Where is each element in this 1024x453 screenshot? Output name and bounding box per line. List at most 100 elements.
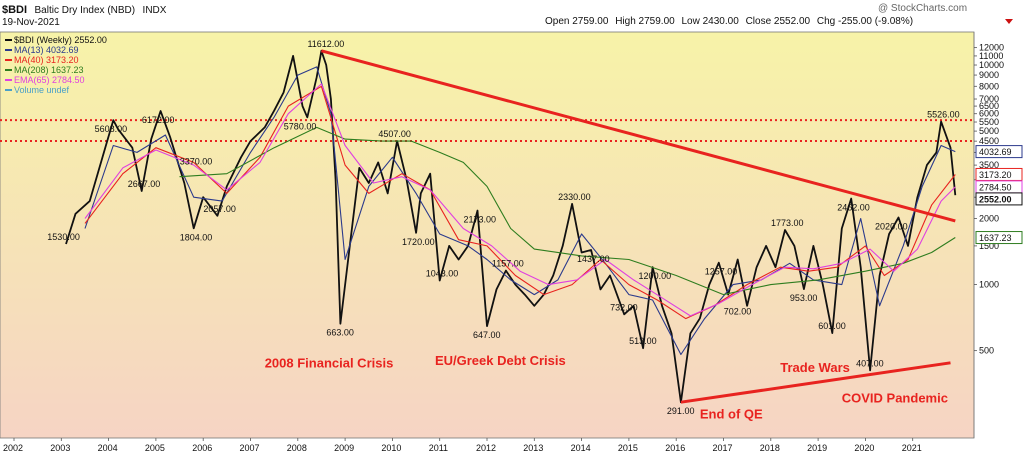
- x-tick-label-6: 2008: [287, 443, 307, 453]
- data-label-18: 732.00: [610, 302, 638, 312]
- x-tick-label-2: 2004: [98, 443, 118, 453]
- badge-label-3: 2552.00: [979, 194, 1012, 204]
- x-tick-label-14: 2016: [665, 443, 685, 453]
- data-label-7: 5780.00: [284, 121, 317, 131]
- series-trend-6: [680, 361, 951, 404]
- ohlc-readout: Open 2759.00 High 2759.00 Low 2430.00 Cl…: [545, 16, 913, 27]
- x-tick-label-12: 2014: [571, 443, 591, 453]
- annotation-2: End of QE: [700, 407, 763, 422]
- legend-item-5: Volume undef: [14, 85, 70, 95]
- y-tick-label-1: 1000: [979, 280, 999, 290]
- badge-label-4: 1637.23: [979, 233, 1012, 243]
- x-tick-label-19: 2021: [902, 443, 922, 453]
- annotation-4: COVID Pandemic: [842, 391, 948, 406]
- data-label-5: 1804.00: [180, 232, 213, 242]
- data-label-4: 3370.00: [180, 157, 213, 167]
- data-label-28: 407.00: [856, 358, 884, 368]
- y-tick-label-14: 8000: [979, 81, 999, 91]
- data-label-16: 2330.00: [558, 192, 591, 202]
- plot-area: [0, 31, 975, 439]
- x-tick-label-8: 2010: [381, 443, 401, 453]
- x-axis: 2002 2003 2004 2005 2006 2007 2008 2009 2010 2011…: [3, 438, 922, 453]
- horizontal-dotted-lines: [0, 119, 974, 142]
- data-label-24: 1773.00: [771, 218, 804, 228]
- series-ma-13--1: [84, 66, 956, 356]
- y-tick-label-16: 10000: [979, 60, 1004, 70]
- x-tick-label-1: 2003: [50, 443, 70, 453]
- series-trend-5: [321, 49, 956, 223]
- data-label-1: 5608.00: [95, 124, 128, 134]
- data-label-26: 601.00: [818, 321, 846, 331]
- x-tick-label-4: 2006: [192, 443, 212, 453]
- badge-label-0: 4032.69: [979, 147, 1012, 157]
- y-tick-label-8: 4500: [979, 136, 999, 146]
- x-tick-label-9: 2011: [429, 443, 448, 453]
- data-label-15: 647.00: [473, 330, 501, 340]
- header-symbol: $BDI Baltic Dry Index (NBD) INDX: [2, 0, 167, 17]
- x-tick-label-0: 2002: [3, 443, 23, 453]
- legend-item-2: MA(40) 3173.20: [14, 55, 79, 65]
- x-tick-label-11: 2013: [523, 443, 543, 453]
- data-label-30: 5526.00: [927, 110, 960, 120]
- data-label-14: 1157.00: [492, 259, 524, 269]
- data-label-3: 6172.00: [142, 115, 175, 125]
- data-label-21: 291.00: [667, 406, 695, 416]
- data-label-2: 2667.00: [128, 179, 161, 189]
- x-tick-label-16: 2018: [760, 443, 780, 453]
- data-label-8: 11612.00: [307, 39, 344, 49]
- x-tick-label-3: 2005: [145, 443, 165, 453]
- y-tick-label-13: 7000: [979, 94, 999, 104]
- badge-label-1: 3173.20: [979, 170, 1012, 180]
- data-label-29: 2020.00: [875, 222, 908, 232]
- series-ma-40--2: [84, 85, 956, 320]
- data-label-17: 1437.00: [577, 254, 610, 264]
- legend-item-4: EMA(65) 2784.50: [14, 75, 85, 85]
- badge-box-0: [975, 145, 1023, 159]
- annotation-3: Trade Wars: [780, 360, 850, 375]
- series-ma-208--3: [179, 126, 956, 296]
- series-ema-65--4: [84, 83, 956, 317]
- data-label-19: 1200.00: [639, 271, 672, 281]
- data-label-10: 4507.00: [378, 129, 411, 139]
- badge-label-2: 2784.50: [979, 182, 1012, 192]
- y-tick-label-10: 5500: [979, 117, 999, 127]
- y-tick-label-9: 5000: [979, 126, 999, 136]
- header-date: 19-Nov-2021: [2, 17, 60, 28]
- y-tick-label-0: 500: [979, 346, 994, 356]
- right-badges: 4032.69 3173.20 2784.50 2552.00 1637.23: [975, 145, 1023, 245]
- data-label-25: 953.00: [790, 293, 818, 303]
- x-tick-label-17: 2019: [807, 443, 827, 453]
- data-label-0: 1530.00: [47, 232, 80, 242]
- data-label-22: 702.00: [724, 306, 752, 316]
- legend-item-0: $BDI (Weekly) 2552.00: [14, 35, 107, 45]
- x-tick-label-5: 2007: [240, 443, 260, 453]
- y-tick-label-11: 6000: [979, 109, 999, 119]
- x-tick-label-15: 2017: [713, 443, 733, 453]
- watermark: @ StockCharts.com: [878, 3, 967, 14]
- badge-box-3: [975, 192, 1023, 206]
- x-tick-label-10: 2012: [476, 443, 496, 453]
- data-label-23: 1257.00: [705, 267, 738, 277]
- data-label-12: 1043.00: [426, 269, 459, 279]
- y-tick-label-12: 6500: [979, 101, 999, 111]
- y-tick-label-3: 2000: [979, 213, 999, 223]
- annotation-0: 2008 Financial Crisis: [265, 355, 394, 370]
- legend-item-1: MA(13) 4032.69: [14, 45, 79, 55]
- annotations: 2008 Financial Crisis EU/Greek Debt Crisi…: [265, 353, 948, 422]
- down-arrow-icon: [1005, 19, 1013, 24]
- data-label-13: 2173.00: [464, 215, 497, 225]
- x-tick-label-7: 2009: [334, 443, 354, 453]
- y-tick-label-6: 3500: [979, 160, 999, 170]
- data-label-20: 513.00: [629, 336, 657, 346]
- y-tick-label-18: 12000: [979, 43, 1004, 53]
- series-lines: [65, 49, 957, 404]
- data-label-27: 2462.00: [837, 203, 870, 213]
- y-tick-label-2: 1500: [979, 241, 999, 251]
- x-tick-label-13: 2015: [618, 443, 638, 453]
- series--bdi-weekly--0: [65, 49, 957, 404]
- data-label-11: 1720.00: [402, 237, 435, 247]
- legend-item-3: MA(208) 1637.23: [14, 65, 84, 75]
- data-label-6: 2057.00: [203, 204, 236, 214]
